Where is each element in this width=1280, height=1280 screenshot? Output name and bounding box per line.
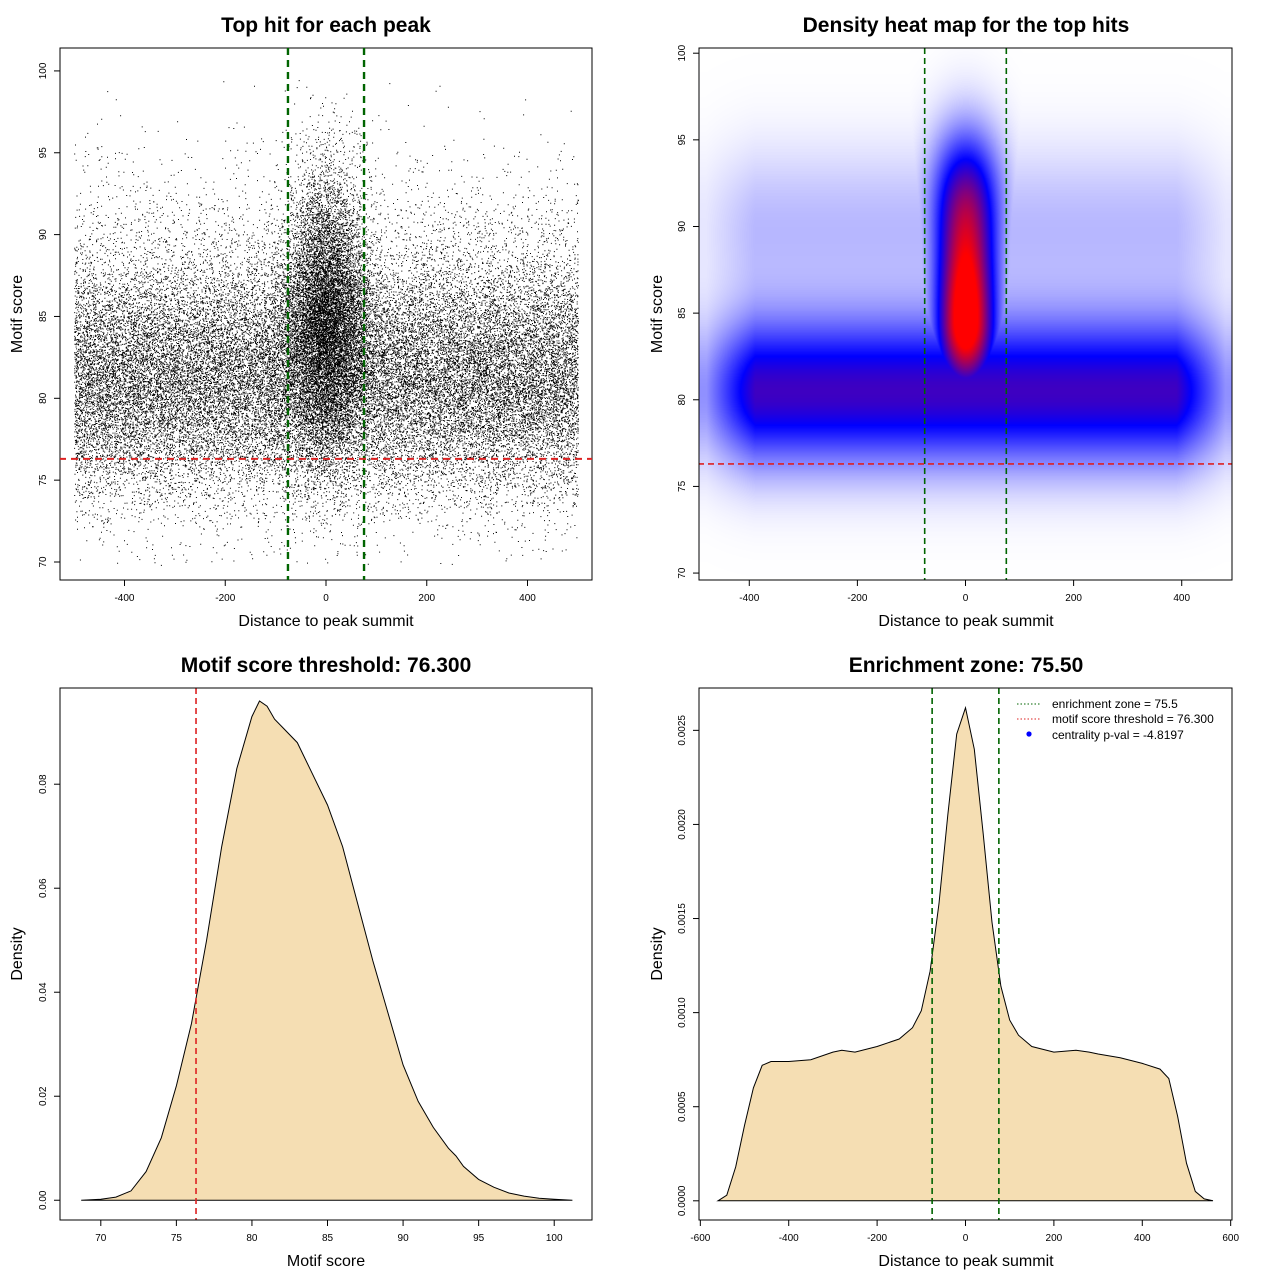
legend-swatch-blue-point xyxy=(1026,731,1032,737)
x-tick-label: 0 xyxy=(963,1233,969,1244)
y-tick-label: 0.08 xyxy=(38,774,49,794)
y-tick-label: 0.06 xyxy=(38,878,49,898)
x-tick-label: 0 xyxy=(963,593,969,604)
legend: enrichment zone = 75.5 motif score thres… xyxy=(1017,697,1214,742)
legend-label: motif score threshold = 76.300 xyxy=(1052,712,1214,726)
y-tick-label: 0.0015 xyxy=(677,903,688,934)
x-tick-label: -200 xyxy=(215,593,235,604)
y-tick-label: 95 xyxy=(677,134,688,146)
y-tick-label: 0.0000 xyxy=(677,1185,688,1216)
legend-label: enrichment zone = 75.5 xyxy=(1052,697,1178,711)
x-tick-label: 100 xyxy=(546,1233,563,1244)
scatter-title: Top hit for each peak xyxy=(221,14,431,37)
x-tick-label: -400 xyxy=(779,1233,799,1244)
scatter-reference-lines xyxy=(60,48,592,580)
x-tick-label: 80 xyxy=(246,1233,258,1244)
heatmap-image xyxy=(699,48,1232,580)
scatter-point-cloud xyxy=(74,80,579,566)
y-tick-label: 70 xyxy=(38,556,49,568)
score-density-panel: Motif score threshold: 76.300 70 75 80 85 90… xyxy=(9,654,593,1270)
y-tick-label: 90 xyxy=(38,229,49,241)
y-tick-label: 0.00 xyxy=(38,1190,49,1210)
distance-density-curve xyxy=(716,705,1214,1202)
y-tick-label: 80 xyxy=(38,392,49,404)
y-tick-label: 0.04 xyxy=(38,982,49,1002)
x-tick-label: 200 xyxy=(418,593,435,604)
scatter-panel: Top hit for each peak -400 -200 0 200 400 70… xyxy=(9,14,593,630)
legend-entry-centrality: centrality p-val = -4.8197 xyxy=(1026,728,1184,742)
heatmap-y-label: Motif score xyxy=(649,275,666,353)
y-tick-label: 85 xyxy=(677,307,688,319)
x-tick-label: -400 xyxy=(739,593,759,604)
x-tick-label: -200 xyxy=(867,1233,887,1244)
x-tick-label: -600 xyxy=(690,1233,710,1244)
legend-entry-enrichment-zone: enrichment zone = 75.5 xyxy=(1017,697,1178,711)
x-tick-label: 400 xyxy=(1173,593,1190,604)
y-tick-label: 80 xyxy=(677,394,688,406)
y-tick-label: 0.0020 xyxy=(677,809,688,840)
y-tick-label: 85 xyxy=(38,310,49,322)
score-density-title: Motif score threshold: 76.300 xyxy=(181,654,472,677)
y-tick-label: 100 xyxy=(677,44,688,61)
x-tick-label: 85 xyxy=(322,1233,334,1244)
x-tick-label: 600 xyxy=(1222,1233,1239,1244)
scatter-y-label: Motif score xyxy=(9,275,26,353)
distance-density-reference-lines xyxy=(931,688,1000,1220)
scatter-points xyxy=(74,80,579,566)
y-tick-label: 0.0010 xyxy=(677,997,688,1028)
y-tick-label: 70 xyxy=(677,567,688,579)
distance-density-panel: Enrichment zone: 75.50 -600 -400 -200 0 200 4… xyxy=(649,654,1239,1270)
y-tick-label: 75 xyxy=(677,480,688,492)
x-tick-label: 400 xyxy=(519,593,536,604)
x-tick-label: 200 xyxy=(1065,593,1082,604)
x-tick-label: -200 xyxy=(847,593,867,604)
heatmap-panel: Density heat map for the top hits -400 -2… xyxy=(649,14,1233,630)
legend-entry-motif-threshold: motif score threshold = 76.300 xyxy=(1017,712,1214,726)
distance-density-x-label: Distance to peak summit xyxy=(878,1253,1054,1270)
legend-label: centrality p-val = -4.8197 xyxy=(1052,728,1184,742)
distance-density-title: Enrichment zone: 75.50 xyxy=(849,654,1084,677)
x-tick-label: 70 xyxy=(95,1233,107,1244)
scatter-x-axis: -400 -200 0 200 400 xyxy=(114,579,536,604)
score-density-y-label: Density xyxy=(9,927,26,980)
x-tick-label: 400 xyxy=(1134,1233,1151,1244)
x-tick-label: 75 xyxy=(171,1233,183,1244)
heatmap-x-label: Distance to peak summit xyxy=(878,613,1054,630)
x-tick-label: -400 xyxy=(114,593,134,604)
y-tick-label: 75 xyxy=(38,474,49,486)
heatmap-y-axis: 70 75 80 85 90 95 100 xyxy=(677,44,700,579)
y-tick-label: 0.02 xyxy=(38,1086,49,1106)
y-tick-label: 95 xyxy=(38,147,49,159)
heatmap-reference-lines xyxy=(699,48,1232,580)
x-tick-label: 90 xyxy=(398,1233,410,1244)
y-tick-label: 0.0025 xyxy=(677,715,688,746)
heatmap-x-axis: -400 -200 0 200 400 xyxy=(739,579,1191,604)
y-tick-label: 90 xyxy=(677,220,688,232)
distance-density-y-label: Density xyxy=(649,927,666,980)
distance-density-x-axis: -600 -400 -200 0 200 400 600 xyxy=(690,1219,1239,1244)
score-density-y-axis: 0.00 0.02 0.04 0.06 0.08 xyxy=(38,774,61,1210)
x-tick-label: 200 xyxy=(1046,1233,1063,1244)
y-tick-label: 0.0005 xyxy=(677,1091,688,1122)
heatmap-title: Density heat map for the top hits xyxy=(803,14,1130,37)
scatter-x-label: Distance to peak summit xyxy=(238,613,414,630)
score-density-x-label: Motif score xyxy=(287,1253,365,1270)
scatter-y-axis: 70 75 80 85 90 95 100 xyxy=(38,62,61,568)
score-density-curve xyxy=(81,700,573,1201)
x-tick-label: 0 xyxy=(323,593,329,604)
x-tick-label: 95 xyxy=(473,1233,485,1244)
y-tick-label: 100 xyxy=(38,62,49,79)
score-density-x-axis: 70 75 80 85 90 95 100 xyxy=(95,1219,563,1244)
distance-density-y-axis: 0.0000 0.0005 0.0010 0.0015 0.0020 0.0025 xyxy=(677,715,700,1216)
